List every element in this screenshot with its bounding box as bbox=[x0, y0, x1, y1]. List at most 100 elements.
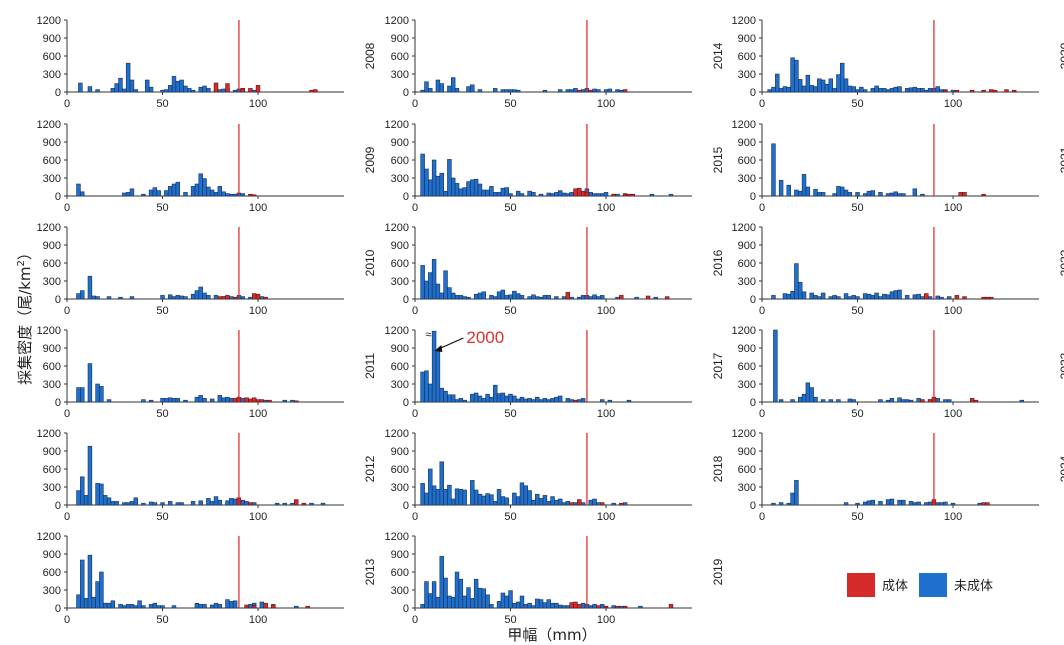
bar-juvenile bbox=[439, 292, 444, 300]
bar-juvenile bbox=[927, 88, 933, 93]
bar-juvenile bbox=[588, 296, 593, 300]
bar-juvenile bbox=[515, 190, 521, 197]
bar-juvenile bbox=[76, 387, 81, 403]
bar-juvenile bbox=[580, 602, 586, 609]
bar-juvenile bbox=[600, 399, 605, 403]
bar-juvenile bbox=[125, 604, 131, 609]
bar-juvenile bbox=[470, 598, 475, 609]
bar-juvenile bbox=[893, 290, 898, 300]
bar-juvenile bbox=[805, 382, 811, 403]
bar-juvenile bbox=[504, 295, 509, 300]
panel-year-label: 2017 bbox=[711, 352, 725, 379]
bar-juvenile bbox=[167, 397, 173, 403]
x-tick-label: 50 bbox=[851, 511, 863, 523]
bar-juvenile bbox=[535, 493, 540, 506]
bar-juvenile bbox=[554, 499, 559, 506]
bar-juvenile bbox=[450, 394, 456, 403]
bar-juvenile bbox=[912, 188, 918, 197]
bar-juvenile bbox=[554, 296, 559, 300]
bar-juvenile bbox=[607, 399, 613, 403]
legend-swatch-juvenile bbox=[919, 573, 947, 597]
x-tick-label: 0 bbox=[412, 98, 418, 110]
bar-juvenile bbox=[225, 193, 230, 197]
bar-juvenile bbox=[885, 89, 891, 93]
y-tick-label: 300 bbox=[391, 379, 409, 391]
y-tick-label: 0 bbox=[750, 87, 756, 99]
bar-juvenile bbox=[240, 499, 245, 506]
y-tick-label: 300 bbox=[391, 276, 409, 288]
bar-juvenile bbox=[809, 292, 814, 300]
bar-adult bbox=[954, 295, 960, 300]
x-tick-label: 100 bbox=[249, 408, 267, 420]
bar-juvenile bbox=[920, 193, 925, 197]
x-tick-label: 0 bbox=[759, 305, 765, 317]
bar-juvenile bbox=[592, 498, 597, 506]
bar-juvenile bbox=[424, 492, 429, 506]
bar-juvenile bbox=[920, 296, 925, 300]
bar-juvenile bbox=[797, 281, 803, 300]
bar-juvenile bbox=[439, 172, 444, 197]
bar-juvenile bbox=[817, 296, 822, 300]
bar-juvenile bbox=[183, 192, 188, 197]
panel-2017: 0 300 600 900 1200 0 50 100 2017 ≈ 2000 bbox=[385, 325, 725, 420]
bar-juvenile bbox=[114, 83, 119, 93]
bar-juvenile bbox=[519, 595, 525, 609]
bar-juvenile bbox=[198, 395, 203, 403]
bar-juvenile bbox=[542, 89, 548, 93]
bar-juvenile bbox=[805, 74, 811, 93]
bar-juvenile bbox=[935, 398, 940, 403]
bar-juvenile bbox=[573, 88, 578, 93]
bar-juvenile bbox=[156, 605, 161, 609]
bar-juvenile bbox=[924, 502, 929, 506]
bar-juvenile bbox=[847, 85, 853, 93]
bar-adult bbox=[668, 604, 674, 609]
bar-juvenile bbox=[523, 485, 529, 506]
bar-juvenile bbox=[813, 396, 818, 403]
panel-year-label: 2022 bbox=[1058, 249, 1064, 276]
y-tick-label: 900 bbox=[43, 137, 61, 149]
bar-juvenile bbox=[443, 190, 448, 197]
bar-juvenile bbox=[634, 296, 639, 300]
bar-juvenile bbox=[424, 168, 429, 197]
bar-juvenile bbox=[615, 89, 620, 93]
bar-juvenile bbox=[493, 192, 498, 197]
bar-juvenile bbox=[481, 291, 486, 300]
x-tick-label: 50 bbox=[156, 98, 168, 110]
x-tick-label: 100 bbox=[597, 98, 615, 110]
bar-juvenile bbox=[473, 392, 479, 403]
bar-juvenile bbox=[454, 571, 460, 609]
bar-juvenile bbox=[889, 88, 895, 93]
bar-juvenile bbox=[244, 501, 249, 506]
bar-juvenile bbox=[897, 397, 902, 403]
y-tick-label: 0 bbox=[403, 397, 409, 409]
y-tick-label: 600 bbox=[43, 258, 61, 270]
x-tick-label: 50 bbox=[851, 305, 863, 317]
y-tick-label: 1200 bbox=[385, 15, 409, 27]
bar-juvenile bbox=[225, 599, 230, 609]
y-tick-label: 300 bbox=[43, 69, 61, 81]
bar-juvenile bbox=[125, 502, 131, 506]
bar-juvenile bbox=[527, 490, 532, 506]
bar-juvenile bbox=[458, 295, 464, 300]
x-tick-label: 100 bbox=[597, 511, 615, 523]
bar-juvenile bbox=[95, 89, 100, 93]
bar-juvenile bbox=[160, 398, 165, 403]
y-tick-label: 1200 bbox=[37, 531, 61, 543]
bar-juvenile bbox=[435, 596, 441, 609]
bar-juvenile bbox=[470, 480, 475, 506]
bar-juvenile bbox=[527, 398, 532, 403]
bar-juvenile bbox=[546, 295, 551, 300]
bar-juvenile bbox=[493, 384, 498, 403]
bar-juvenile bbox=[550, 496, 555, 506]
bar-juvenile bbox=[653, 296, 658, 300]
y-tick-label: 900 bbox=[391, 137, 409, 149]
bar-juvenile bbox=[496, 291, 502, 300]
bar-adult bbox=[626, 193, 632, 197]
bar-juvenile bbox=[870, 88, 876, 93]
bar-juvenile bbox=[786, 184, 791, 197]
bar-juvenile bbox=[80, 290, 85, 300]
bar-juvenile bbox=[496, 601, 502, 609]
y-tick-label: 600 bbox=[391, 464, 409, 476]
y-tick-label: 600 bbox=[391, 361, 409, 373]
